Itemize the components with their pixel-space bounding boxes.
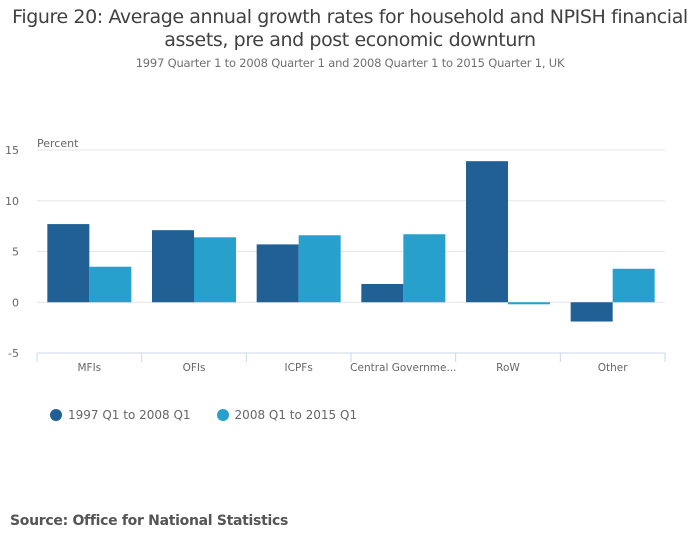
chart-title-line-1: Figure 20: Average annual growth rates f… bbox=[12, 6, 688, 28]
bar-1-icpfs[interactable] bbox=[256, 244, 299, 303]
y-tick-label: -5 bbox=[8, 347, 19, 360]
bar-1-central-governme-[interactable] bbox=[361, 283, 404, 303]
x-tick-label: Other bbox=[598, 362, 628, 374]
legend-dot-icon bbox=[50, 409, 62, 421]
chart-title-line-2: assets, pre and post economic downturn bbox=[164, 29, 536, 51]
bar-2-mfis[interactable] bbox=[89, 266, 132, 303]
y-tick-label: 10 bbox=[5, 195, 19, 208]
bar-1-row[interactable] bbox=[466, 161, 508, 303]
bar-2-other[interactable] bbox=[612, 268, 655, 303]
y-axis-ticks: 15 10 5 0 -5 bbox=[5, 144, 19, 360]
x-axis: MFIs OFIs ICPFs Central Governme... RoW Other bbox=[36, 352, 666, 374]
legend-item-series-1[interactable]: 1997 Q1 to 2008 Q1 bbox=[50, 408, 191, 422]
bar-1-mfis[interactable] bbox=[47, 224, 90, 303]
x-tick-label: ICPFs bbox=[285, 362, 313, 374]
legend-dot-icon bbox=[216, 409, 229, 421]
legend-label: 1997 Q1 to 2008 Q1 bbox=[68, 408, 191, 422]
x-tick-label: Central Governme... bbox=[350, 362, 456, 374]
y-tick-label: 5 bbox=[12, 246, 19, 259]
legend-label: 2008 Q1 to 2015 Q1 bbox=[234, 408, 358, 422]
bar-1-other[interactable] bbox=[570, 302, 613, 322]
gridlines bbox=[37, 149, 665, 303]
chart-subtitle: 1997 Quarter 1 to 2008 Quarter 1 and 200… bbox=[135, 56, 565, 70]
legend-item-series-2[interactable]: 2008 Q1 to 2015 Q1 bbox=[216, 408, 358, 422]
bar-2-ofis[interactable] bbox=[194, 237, 236, 303]
source-note: Source: Office for National Statistics bbox=[10, 513, 289, 529]
y-axis-label: Percent bbox=[37, 137, 79, 150]
legend: 1997 Q1 to 2008 Q1 2008 Q1 to 2015 Q1 bbox=[50, 408, 357, 422]
x-tick-label: RoW bbox=[496, 362, 520, 374]
bar-2-icpfs[interactable] bbox=[298, 235, 341, 303]
bar-2-row[interactable] bbox=[508, 302, 550, 305]
x-tick-label: MFIs bbox=[77, 362, 101, 374]
bars bbox=[47, 161, 655, 322]
x-tick-label: OFIs bbox=[183, 362, 206, 374]
y-tick-label: 15 bbox=[5, 144, 19, 157]
bar-2-central-governme-[interactable] bbox=[403, 234, 446, 303]
y-tick-label: 0 bbox=[12, 296, 19, 309]
chart-title: Figure 20: Average annual growth rates f… bbox=[0, 6, 700, 52]
bar-1-ofis[interactable] bbox=[152, 230, 194, 303]
